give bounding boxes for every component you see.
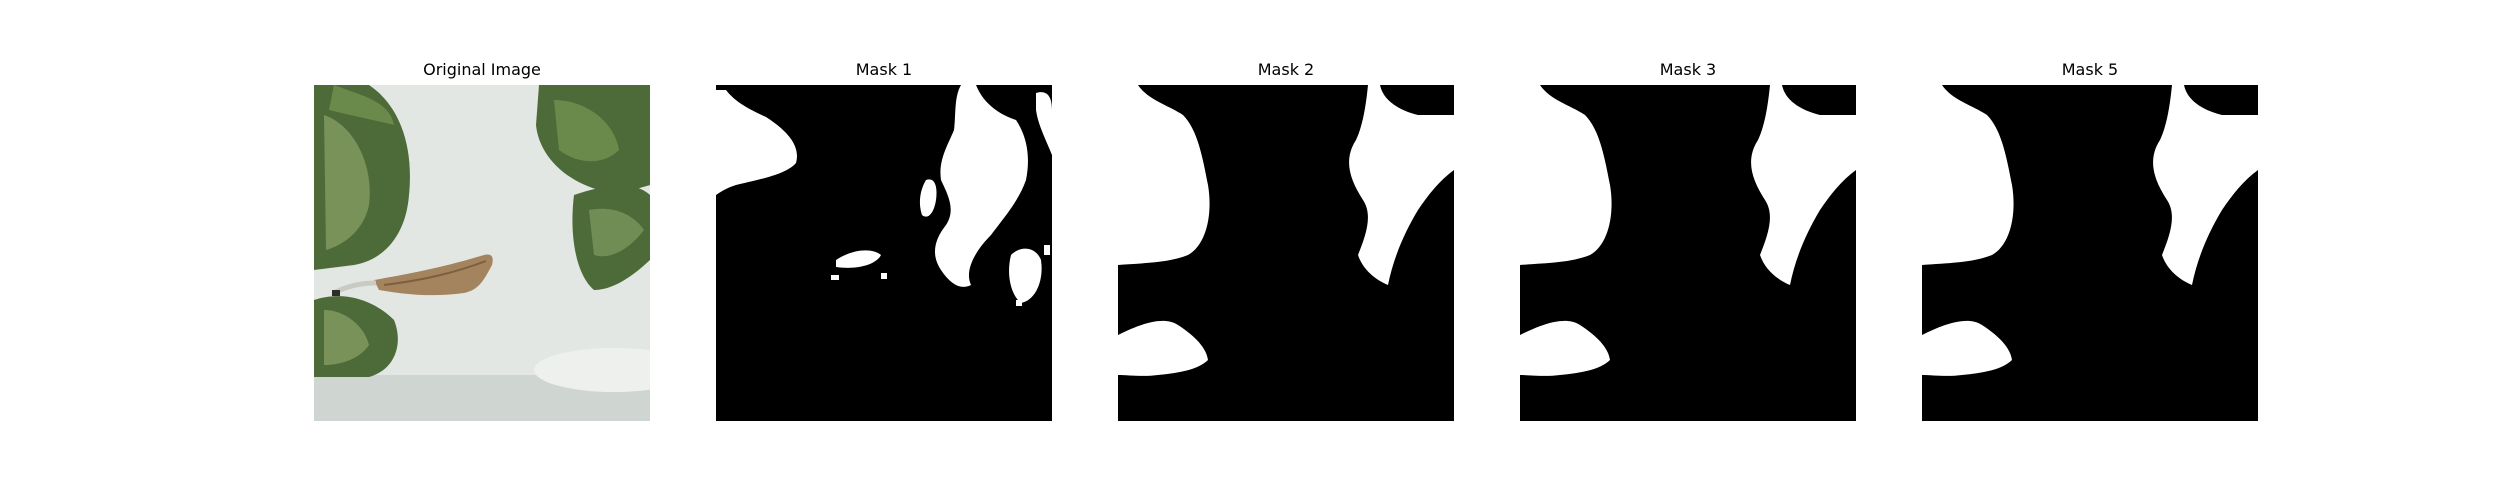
panel-title: Mask 1: [855, 60, 913, 79]
panel-title: Mask 3: [1659, 60, 1717, 79]
panel-title: Original Image: [423, 60, 541, 79]
original-image: [314, 85, 650, 421]
mask-image-5: [1922, 85, 2258, 421]
mask-image-3: [1520, 85, 1856, 421]
panel-title: Mask 5: [2061, 60, 2119, 79]
panel-title: Mask 2: [1257, 60, 1315, 79]
mask-image-2: [1118, 85, 1454, 421]
mask-image-1: [716, 85, 1052, 421]
